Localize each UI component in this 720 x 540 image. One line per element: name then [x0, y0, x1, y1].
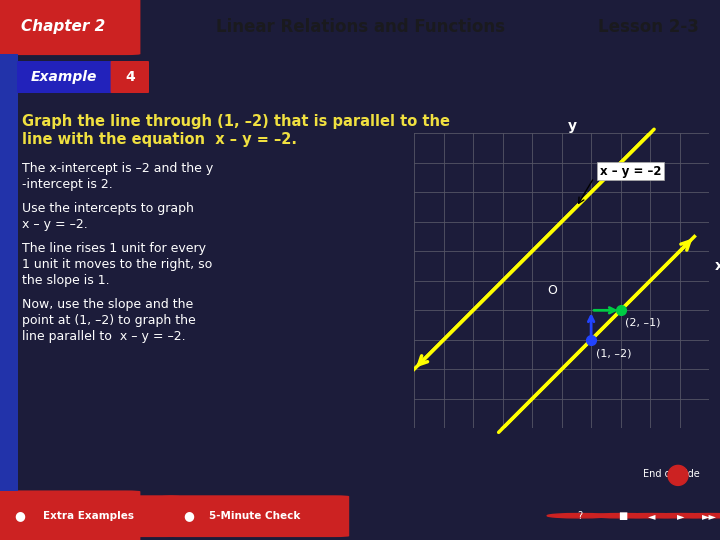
Text: Graph the line through (1, –2) that is parallel to the: Graph the line through (1, –2) that is p… [22, 114, 450, 129]
Text: x – y = –2.: x – y = –2. [22, 218, 88, 231]
Circle shape [677, 514, 720, 518]
Text: 1 unit it moves to the right, so: 1 unit it moves to the right, so [22, 258, 212, 271]
Circle shape [547, 514, 612, 518]
Text: S: S [675, 471, 681, 480]
Text: x: x [715, 259, 720, 273]
Text: (1, –2): (1, –2) [595, 348, 631, 358]
Text: point at (1, –2) to graph the: point at (1, –2) to graph the [22, 314, 196, 327]
FancyBboxPatch shape [162, 495, 349, 537]
Text: 4: 4 [125, 70, 135, 84]
Text: -intercept is 2.: -intercept is 2. [22, 178, 113, 191]
Text: End of slide: End of slide [643, 469, 700, 480]
Text: O: O [547, 284, 557, 297]
Circle shape [668, 465, 688, 485]
Text: The x-intercept is –2 and the y: The x-intercept is –2 and the y [22, 162, 213, 175]
Circle shape [648, 514, 713, 518]
Text: The line rises 1 unit for every: The line rises 1 unit for every [22, 242, 206, 255]
Text: ■: ■ [618, 511, 627, 521]
Bar [0, 54, 18, 491]
Text: Example: Example [30, 70, 96, 84]
Text: the slope is 1.: the slope is 1. [22, 274, 109, 287]
FancyBboxPatch shape [0, 495, 180, 537]
Text: y: y [567, 119, 577, 133]
Text: line with the equation  x – y = –2.: line with the equation x – y = –2. [22, 132, 297, 147]
Circle shape [619, 514, 684, 518]
Text: Extra Examples: Extra Examples [43, 511, 134, 521]
Text: ●: ● [184, 509, 194, 522]
Text: 5-Minute Check: 5-Minute Check [209, 511, 300, 521]
Text: line parallel to  x – y = –2.: line parallel to x – y = –2. [22, 330, 186, 343]
Text: Linear Relations and Functions: Linear Relations and Functions [215, 18, 505, 36]
Text: (2, –1): (2, –1) [625, 317, 660, 327]
Text: x – y = –2: x – y = –2 [600, 165, 662, 178]
FancyBboxPatch shape [0, 490, 140, 540]
Text: ►: ► [677, 511, 684, 521]
Text: ◄: ◄ [648, 511, 655, 521]
FancyBboxPatch shape [17, 61, 117, 93]
FancyBboxPatch shape [111, 61, 149, 93]
Text: ►►: ►► [702, 511, 716, 521]
Text: Chapter 2: Chapter 2 [21, 19, 106, 35]
Text: Lesson 2-3: Lesson 2-3 [598, 18, 698, 36]
Text: ?: ? [577, 511, 582, 521]
Text: Now, use the slope and the: Now, use the slope and the [22, 298, 193, 311]
FancyBboxPatch shape [0, 0, 140, 55]
Text: Use the intercepts to graph: Use the intercepts to graph [22, 202, 194, 215]
Text: ●: ● [14, 509, 25, 522]
Circle shape [590, 514, 655, 518]
